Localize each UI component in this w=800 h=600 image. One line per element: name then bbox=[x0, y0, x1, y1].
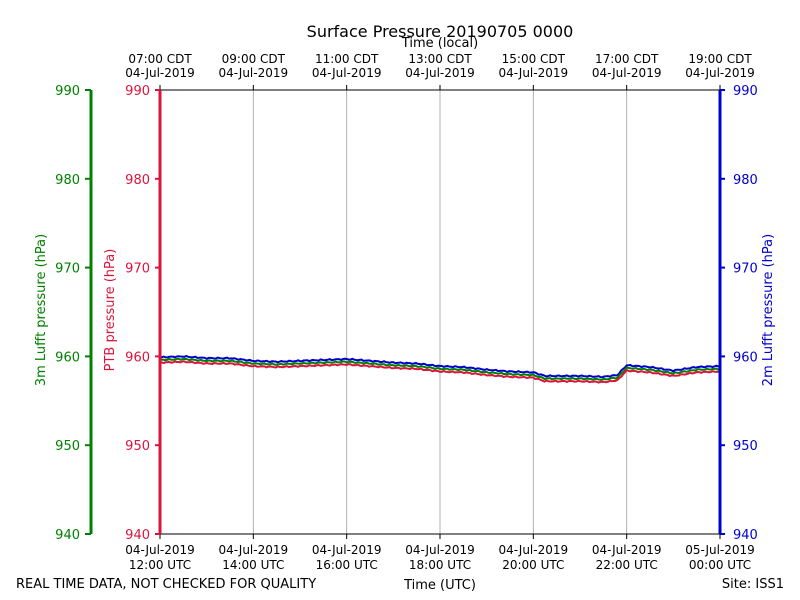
y-tick-label-left-3: 970 bbox=[125, 262, 150, 277]
top-tick-date-0: 04-Jul-2019 bbox=[125, 66, 195, 80]
top-tick-date-5: 04-Jul-2019 bbox=[592, 66, 662, 80]
y-axis-title-left: PTB pressure (hPa) bbox=[103, 249, 118, 372]
bottom-tick-date-3: 04-Jul-2019 bbox=[405, 543, 475, 557]
series-layer bbox=[159, 355, 721, 384]
top-tick-time-4: 15:00 CDT bbox=[502, 52, 566, 66]
y-tick-label-right-2: 960 bbox=[733, 350, 758, 365]
y-tick-label-far-left-3: 970 bbox=[55, 262, 80, 277]
top-tick-time-1: 09:00 CDT bbox=[222, 52, 286, 66]
y-tick-label-far-left-4: 980 bbox=[55, 173, 80, 188]
bottom-tick-date-6: 05-Jul-2019 bbox=[685, 543, 755, 557]
y-tick-label-left-0: 940 bbox=[125, 528, 150, 543]
top-tick-date-6: 04-Jul-2019 bbox=[685, 66, 755, 80]
series-line-3m-lufft-pressure bbox=[159, 357, 721, 381]
grid-lines bbox=[252, 90, 628, 534]
top-tick-time-3: 13:00 CDT bbox=[408, 52, 472, 66]
bottom-tick-time-3: 18:00 UTC bbox=[409, 558, 471, 572]
y-tick-label-left-5: 990 bbox=[125, 84, 150, 99]
bottom-tick-time-0: 12:00 UTC bbox=[129, 558, 191, 572]
y-tick-label-right-1: 950 bbox=[733, 439, 758, 454]
y-tick-label-far-left-1: 950 bbox=[55, 439, 80, 454]
footer-site: Site: ISS1 bbox=[722, 577, 784, 592]
bottom-tick-time-5: 22:00 UTC bbox=[596, 558, 658, 572]
y-tick-label-far-left-5: 990 bbox=[55, 84, 80, 99]
labels-layer: Surface Pressure 20190705 0000 Time (loc… bbox=[16, 22, 784, 593]
top-tick-time-5: 17:00 CDT bbox=[595, 52, 659, 66]
top-tick-date-4: 04-Jul-2019 bbox=[499, 66, 569, 80]
bottom-tick-time-2: 16:00 UTC bbox=[316, 558, 378, 572]
top-axis-label: Time (local) bbox=[401, 36, 478, 51]
y-tick-label-left-1: 950 bbox=[125, 439, 150, 454]
bottom-tick-time-1: 14:00 UTC bbox=[222, 558, 284, 572]
top-tick-time-6: 19:00 CDT bbox=[688, 52, 752, 66]
bottom-tick-date-5: 04-Jul-2019 bbox=[592, 543, 662, 557]
bottom-tick-date-0: 04-Jul-2019 bbox=[125, 543, 195, 557]
top-tick-date-1: 04-Jul-2019 bbox=[219, 66, 289, 80]
top-tick-time-0: 07:00 CDT bbox=[128, 52, 192, 66]
x-axis-label: Time (UTC) bbox=[403, 578, 476, 593]
chart-title: Surface Pressure 20190705 0000 bbox=[307, 22, 574, 41]
y-tick-label-right-4: 980 bbox=[733, 173, 758, 188]
top-tick-date-3: 04-Jul-2019 bbox=[405, 66, 475, 80]
y-axis-title-far-left: 3m Lufft pressure (hPa) bbox=[34, 234, 49, 386]
bottom-tick-date-1: 04-Jul-2019 bbox=[219, 543, 289, 557]
y-tick-label-far-left-0: 940 bbox=[55, 528, 80, 543]
bottom-tick-time-6: 00:00 UTC bbox=[689, 558, 751, 572]
y-tick-label-right-5: 990 bbox=[733, 84, 758, 99]
footer-quality-note: REAL TIME DATA, NOT CHECKED FOR QUALITY bbox=[16, 577, 316, 592]
bottom-tick-date-4: 04-Jul-2019 bbox=[499, 543, 569, 557]
bottom-tick-date-2: 04-Jul-2019 bbox=[312, 543, 382, 557]
series-line-2m-lufft-pressure bbox=[159, 355, 721, 379]
y-tick-label-right-3: 970 bbox=[733, 262, 758, 277]
y-tick-label-left-2: 960 bbox=[125, 350, 150, 365]
y-tick-label-right-0: 940 bbox=[733, 528, 758, 543]
y-tick-label-far-left-2: 960 bbox=[55, 350, 80, 365]
top-tick-time-2: 11:00 CDT bbox=[315, 52, 379, 66]
series-line-ptb-pressure bbox=[159, 360, 721, 384]
y-tick-label-left-4: 980 bbox=[125, 173, 150, 188]
top-tick-date-2: 04-Jul-2019 bbox=[312, 66, 382, 80]
y-axis-title-right: 2m Lufft pressure (hPa) bbox=[761, 234, 776, 386]
bottom-tick-time-4: 20:00 UTC bbox=[502, 558, 564, 572]
